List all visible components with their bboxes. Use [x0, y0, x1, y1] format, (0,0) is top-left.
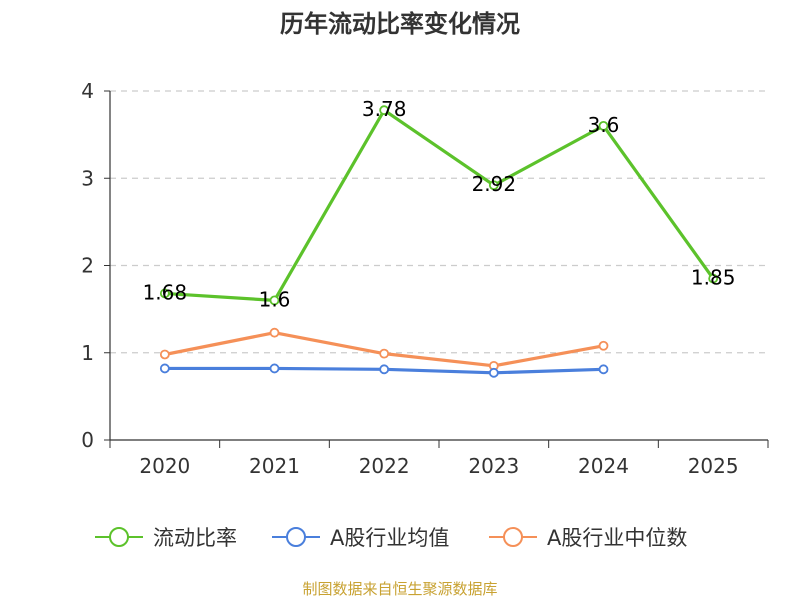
data-label: 2.92: [472, 172, 517, 196]
series-lines: [159, 105, 719, 378]
data-point: [598, 340, 609, 351]
x-tick-label: 2020: [139, 454, 190, 478]
legend-item-2[interactable]: A股行业中位数: [489, 526, 687, 550]
legend-label: 流动比率: [153, 526, 237, 550]
data-point: [488, 180, 499, 191]
series-line-0: [164, 108, 715, 302]
y-tick-label: 4: [81, 79, 94, 103]
y-tick-label: 0: [81, 428, 94, 452]
data-point: [598, 121, 609, 131]
x-tick-label: 2025: [688, 454, 739, 478]
data-point: [488, 367, 499, 378]
data-label: 1.85: [691, 266, 736, 290]
data-label: 3.78: [362, 97, 407, 121]
data-point: [159, 363, 170, 374]
y-tick-label: 1: [81, 341, 94, 365]
data-point: [379, 348, 390, 359]
legend[interactable]: 流动比率 A股行业均值 A股行业中位数: [95, 526, 687, 550]
data-point: [598, 364, 609, 375]
y-tick-label: 2: [81, 254, 94, 278]
data-point: [708, 273, 719, 284]
legend-label: A股行业中位数: [547, 526, 687, 550]
legend-marker-icon: [109, 527, 129, 547]
grid-lines: [110, 90, 768, 354]
x-tick-label: 2022: [359, 454, 410, 478]
x-tick-label: 2023: [468, 454, 519, 478]
data-label: 1.6: [259, 287, 291, 311]
chart-title: 历年流动比率变化情况: [280, 10, 520, 38]
axes: 0 1 2 3 4 2020 2021 2022 2023 2024 2025: [81, 79, 769, 478]
source-note: 制图数据来自恒生聚源数据库: [302, 580, 497, 598]
data-point: [269, 363, 280, 374]
data-label: 1.68: [143, 280, 188, 304]
data-point: [159, 349, 170, 360]
data-point: [379, 364, 390, 375]
data-point: [269, 327, 280, 338]
data-label: 3.6: [588, 113, 620, 137]
legend-item-0[interactable]: 流动比率: [95, 526, 237, 550]
data-point: [269, 295, 280, 306]
x-tick-label: 2024: [578, 454, 629, 478]
data-point: [159, 288, 170, 299]
x-tick-label: 2021: [249, 454, 300, 478]
legend-marker-icon: [286, 527, 306, 547]
data-point: [379, 105, 390, 116]
legend-item-1[interactable]: A股行业均值: [272, 526, 449, 550]
legend-marker-icon: [503, 527, 523, 547]
legend-label: A股行业均值: [330, 526, 449, 550]
data-labels: 1.68 1.6 3.78 2.92 3.6 1.85: [143, 97, 736, 311]
y-tick-label: 3: [81, 166, 94, 190]
